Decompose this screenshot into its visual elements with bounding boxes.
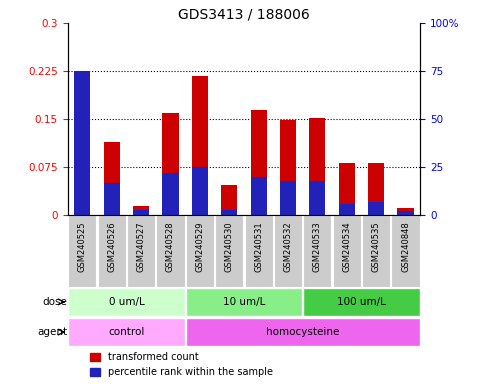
Bar	[398, 212, 413, 215]
FancyBboxPatch shape	[244, 215, 273, 287]
Bar	[133, 210, 149, 215]
Text: dose: dose	[43, 297, 68, 307]
FancyBboxPatch shape	[391, 215, 420, 287]
Bar	[221, 185, 237, 215]
Text: GSM240848: GSM240848	[401, 221, 410, 272]
Bar	[221, 210, 237, 215]
Legend: transformed count, percentile rank within the sample: transformed count, percentile rank withi…	[90, 352, 272, 377]
Title: GDS3413 / 188006: GDS3413 / 188006	[178, 8, 310, 22]
Text: GSM240530: GSM240530	[225, 221, 234, 271]
Bar	[280, 121, 296, 215]
FancyBboxPatch shape	[186, 215, 214, 287]
Bar	[280, 181, 296, 215]
Bar	[251, 109, 267, 215]
FancyBboxPatch shape	[303, 215, 331, 287]
Text: GSM240528: GSM240528	[166, 221, 175, 271]
Bar	[74, 71, 90, 215]
Bar	[104, 142, 120, 215]
Bar	[398, 208, 413, 215]
FancyBboxPatch shape	[127, 215, 155, 287]
Bar	[162, 113, 179, 215]
Text: 0 um/L: 0 um/L	[109, 297, 144, 307]
Text: GSM240527: GSM240527	[137, 221, 145, 271]
Bar	[74, 71, 90, 215]
FancyBboxPatch shape	[274, 215, 302, 287]
Bar	[104, 183, 120, 215]
Text: GSM240532: GSM240532	[284, 221, 293, 271]
Bar	[162, 173, 179, 215]
FancyBboxPatch shape	[186, 318, 420, 346]
Text: homocysteine: homocysteine	[266, 327, 340, 337]
Text: GSM240534: GSM240534	[342, 221, 351, 271]
Bar	[339, 163, 355, 215]
FancyBboxPatch shape	[68, 288, 185, 316]
FancyBboxPatch shape	[215, 215, 243, 287]
FancyBboxPatch shape	[68, 318, 185, 346]
FancyBboxPatch shape	[186, 288, 302, 316]
Bar	[339, 204, 355, 215]
FancyBboxPatch shape	[68, 215, 97, 287]
FancyBboxPatch shape	[362, 215, 390, 287]
Text: GSM240526: GSM240526	[107, 221, 116, 271]
Text: 100 um/L: 100 um/L	[337, 297, 386, 307]
Bar	[192, 76, 208, 215]
Text: GSM240525: GSM240525	[78, 221, 87, 271]
FancyBboxPatch shape	[156, 215, 185, 287]
Bar	[192, 167, 208, 215]
Text: 10 um/L: 10 um/L	[223, 297, 265, 307]
Text: agent: agent	[38, 327, 68, 337]
Text: GSM240533: GSM240533	[313, 221, 322, 272]
Text: GSM240535: GSM240535	[371, 221, 381, 271]
FancyBboxPatch shape	[303, 288, 420, 316]
Bar	[368, 202, 384, 215]
FancyBboxPatch shape	[98, 215, 126, 287]
Text: GSM240531: GSM240531	[254, 221, 263, 271]
Text: GSM240529: GSM240529	[195, 221, 204, 271]
Bar	[309, 181, 326, 215]
Bar	[309, 118, 326, 215]
FancyBboxPatch shape	[333, 215, 361, 287]
Text: control: control	[108, 327, 144, 337]
Bar	[368, 163, 384, 215]
Bar	[133, 206, 149, 215]
Bar	[251, 177, 267, 215]
